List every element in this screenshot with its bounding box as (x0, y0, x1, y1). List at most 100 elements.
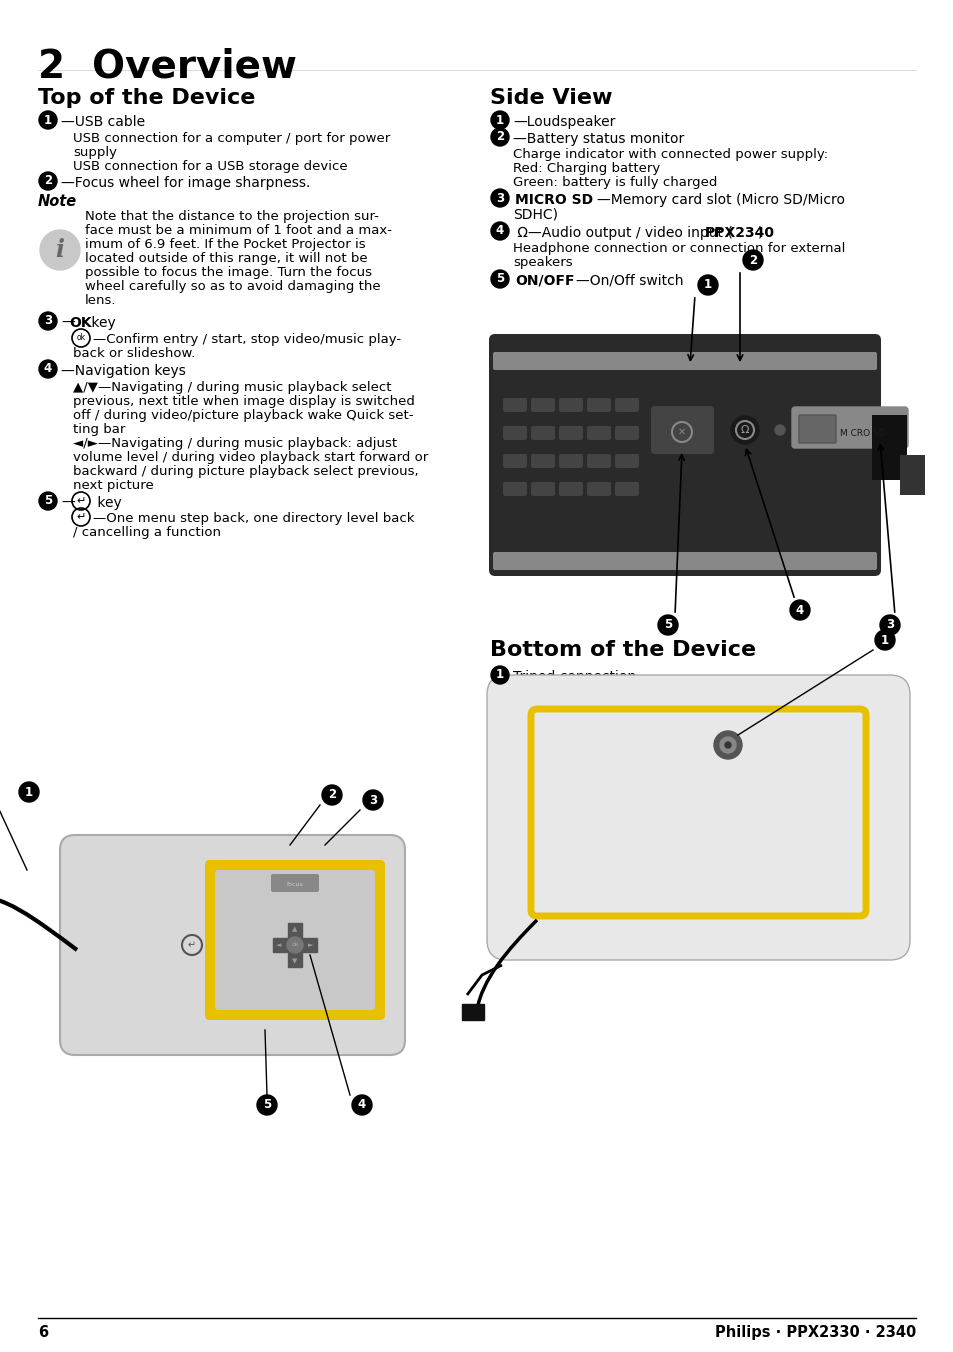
Text: previous, next title when image display is switched: previous, next title when image display … (73, 395, 415, 408)
Circle shape (491, 222, 509, 241)
Text: —Memory card slot (Micro SD/Micro: —Memory card slot (Micro SD/Micro (597, 193, 844, 207)
Text: next picture: next picture (73, 479, 153, 492)
FancyBboxPatch shape (502, 397, 526, 412)
Text: 2: 2 (44, 174, 52, 188)
Circle shape (491, 111, 509, 128)
Circle shape (40, 230, 80, 270)
Text: Charge indicator with connected power supply:: Charge indicator with connected power su… (513, 147, 827, 161)
Circle shape (39, 172, 57, 191)
Circle shape (742, 250, 762, 270)
Text: 1: 1 (496, 668, 503, 681)
Text: ↵: ↵ (76, 512, 86, 522)
Text: —One menu step back, one directory level back: —One menu step back, one directory level… (92, 512, 414, 525)
Text: focus: focus (286, 883, 303, 887)
Circle shape (39, 312, 57, 330)
Text: key: key (87, 316, 115, 330)
Bar (461, 1005, 483, 1019)
Text: face must be a minimum of 1 foot and a max-: face must be a minimum of 1 foot and a m… (85, 224, 392, 237)
FancyBboxPatch shape (586, 426, 610, 439)
Text: 6: 6 (38, 1325, 48, 1340)
Text: —Loudspeaker: —Loudspeaker (513, 115, 615, 128)
Text: ): ) (758, 226, 762, 241)
Circle shape (491, 667, 509, 684)
Text: 2  Overview: 2 Overview (38, 49, 296, 87)
Text: Top of the Device: Top of the Device (38, 88, 255, 108)
Circle shape (724, 742, 730, 748)
FancyBboxPatch shape (502, 454, 526, 468)
FancyBboxPatch shape (531, 426, 555, 439)
Bar (273, 938, 316, 952)
Circle shape (879, 615, 899, 635)
Text: PPX2340: PPX2340 (704, 226, 774, 241)
Text: Bottom of the Device: Bottom of the Device (490, 639, 756, 660)
Text: ▲/▼—Navigating / during music playback select: ▲/▼—Navigating / during music playback s… (73, 381, 391, 393)
Text: 1: 1 (25, 786, 33, 799)
Circle shape (352, 1095, 372, 1115)
Text: 3: 3 (44, 315, 52, 327)
Bar (899, 456, 924, 495)
FancyBboxPatch shape (502, 483, 526, 496)
Text: 1: 1 (703, 279, 711, 292)
Bar (288, 923, 302, 967)
Text: ◄/►—Navigating / during music playback: adjust: ◄/►—Navigating / during music playback: … (73, 437, 396, 450)
Text: off / during video/picture playback wake Quick set-: off / during video/picture playback wake… (73, 410, 413, 422)
Circle shape (39, 360, 57, 379)
Text: supply: supply (73, 146, 117, 160)
FancyBboxPatch shape (586, 397, 610, 412)
Circle shape (720, 737, 735, 753)
Text: imum of 6.9 feet. If the Pocket Projector is: imum of 6.9 feet. If the Pocket Projecto… (85, 238, 365, 251)
Text: MICRO SD: MICRO SD (515, 193, 593, 207)
Text: wheel carefully so as to avoid damaging the: wheel carefully so as to avoid damaging … (85, 280, 380, 293)
Text: Philips · PPX2330 · 2340: Philips · PPX2330 · 2340 (714, 1325, 915, 1340)
Text: —Navigation keys: —Navigation keys (61, 364, 186, 379)
FancyBboxPatch shape (558, 426, 582, 439)
Text: 4: 4 (496, 224, 503, 238)
Text: possible to focus the image. Turn the focus: possible to focus the image. Turn the fo… (85, 266, 372, 279)
Text: —USB cable: —USB cable (61, 115, 145, 128)
Text: ►: ► (308, 942, 314, 948)
Circle shape (322, 786, 341, 804)
Text: 2: 2 (748, 254, 757, 266)
Text: 2: 2 (328, 788, 335, 802)
FancyBboxPatch shape (489, 334, 880, 576)
FancyBboxPatch shape (558, 454, 582, 468)
Text: Green: battery is fully charged: Green: battery is fully charged (513, 176, 717, 189)
Text: ▲: ▲ (292, 926, 297, 932)
Text: 4: 4 (795, 603, 803, 617)
Circle shape (874, 630, 894, 650)
Text: M CRO SD: M CRO SD (840, 429, 884, 438)
Text: 4: 4 (44, 362, 52, 376)
Text: lens.: lens. (85, 293, 116, 307)
Text: ting bar: ting bar (73, 423, 125, 435)
Text: Ω: Ω (740, 425, 748, 435)
FancyBboxPatch shape (586, 454, 610, 468)
Text: located outside of this range, it will not be: located outside of this range, it will n… (85, 251, 367, 265)
Text: 1: 1 (44, 114, 52, 127)
FancyBboxPatch shape (615, 483, 639, 496)
FancyBboxPatch shape (502, 426, 526, 439)
Text: key: key (92, 496, 122, 510)
FancyBboxPatch shape (214, 869, 375, 1010)
Text: 3: 3 (369, 794, 376, 807)
FancyBboxPatch shape (791, 407, 907, 448)
Circle shape (287, 937, 303, 953)
Text: ok: ok (291, 942, 298, 948)
Text: ON/OFF: ON/OFF (515, 274, 574, 288)
Text: ↵: ↵ (76, 496, 86, 506)
Circle shape (39, 111, 57, 128)
Text: OK: OK (69, 316, 91, 330)
Text: ▼: ▼ (292, 959, 297, 964)
FancyBboxPatch shape (271, 873, 318, 892)
FancyBboxPatch shape (493, 352, 876, 370)
FancyBboxPatch shape (531, 483, 555, 496)
FancyBboxPatch shape (205, 860, 385, 1019)
Circle shape (658, 615, 678, 635)
Text: —: — (61, 316, 74, 330)
FancyBboxPatch shape (531, 454, 555, 468)
Text: USB connection for a USB storage device: USB connection for a USB storage device (73, 160, 347, 173)
Circle shape (698, 274, 718, 295)
Text: volume level / during video playback start forward or: volume level / during video playback sta… (73, 452, 428, 464)
Text: ok: ok (76, 334, 86, 342)
Text: —On/Off switch: —On/Off switch (576, 274, 682, 288)
Text: 4: 4 (357, 1098, 366, 1111)
